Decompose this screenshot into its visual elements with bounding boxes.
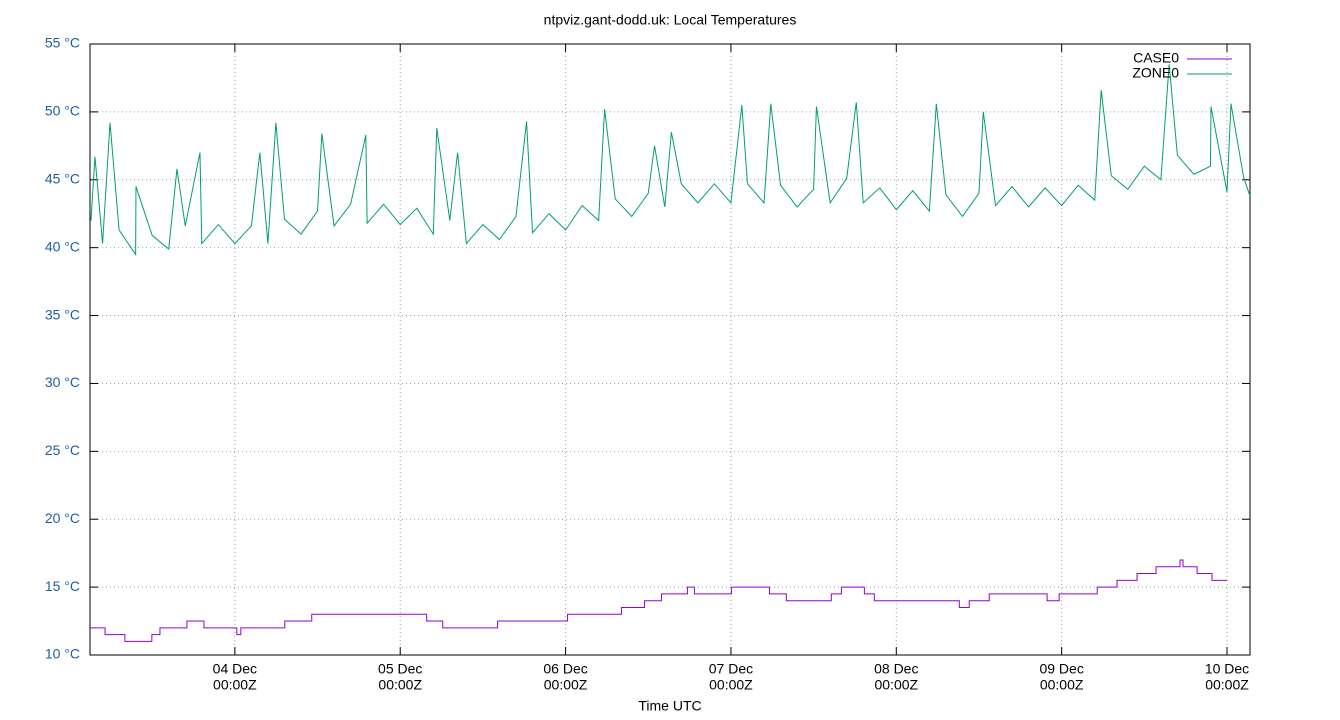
x-tick-label: 00:00Z xyxy=(709,677,753,693)
x-tick-label: 04 Dec xyxy=(213,661,257,677)
x-tick-label: 00:00Z xyxy=(544,677,588,693)
legend-label: ZONE0 xyxy=(1132,65,1179,81)
x-tick-label: 06 Dec xyxy=(543,661,587,677)
y-tick-label: 40 °C xyxy=(45,238,80,254)
y-tick-label: 45 °C xyxy=(45,170,80,186)
series-line xyxy=(90,64,1251,257)
x-tick-label: 10 Dec xyxy=(1205,661,1249,677)
y-tick-label: 35 °C xyxy=(45,306,80,322)
x-tick-label: 09 Dec xyxy=(1039,661,1083,677)
y-tick-label: 25 °C xyxy=(45,442,80,458)
x-axis-label: Time UTC xyxy=(638,698,701,714)
x-tick-label: 00:00Z xyxy=(874,677,918,693)
x-tick-label: 00:00Z xyxy=(1205,677,1249,693)
x-tick-label: 00:00Z xyxy=(1040,677,1084,693)
chart-title: ntpviz.gant-dodd.uk: Local Temperatures xyxy=(544,12,797,28)
plot-frame xyxy=(89,43,1251,656)
x-tick-label: 00:00Z xyxy=(213,677,257,693)
y-tick-label: 10 °C xyxy=(45,646,80,662)
x-tick-label: 07 Dec xyxy=(709,661,753,677)
x-tick-label: 08 Dec xyxy=(874,661,918,677)
series-line xyxy=(90,559,1228,642)
y-tick-label: 55 °C xyxy=(45,35,80,51)
y-tick-label: 15 °C xyxy=(45,578,80,594)
y-tick-label: 30 °C xyxy=(45,374,80,390)
y-tick-label: 50 °C xyxy=(45,103,80,119)
legend-label: CASE0 xyxy=(1133,50,1179,66)
x-tick-label: 00:00Z xyxy=(378,677,422,693)
y-tick-label: 20 °C xyxy=(45,510,80,526)
x-tick-label: 05 Dec xyxy=(378,661,422,677)
